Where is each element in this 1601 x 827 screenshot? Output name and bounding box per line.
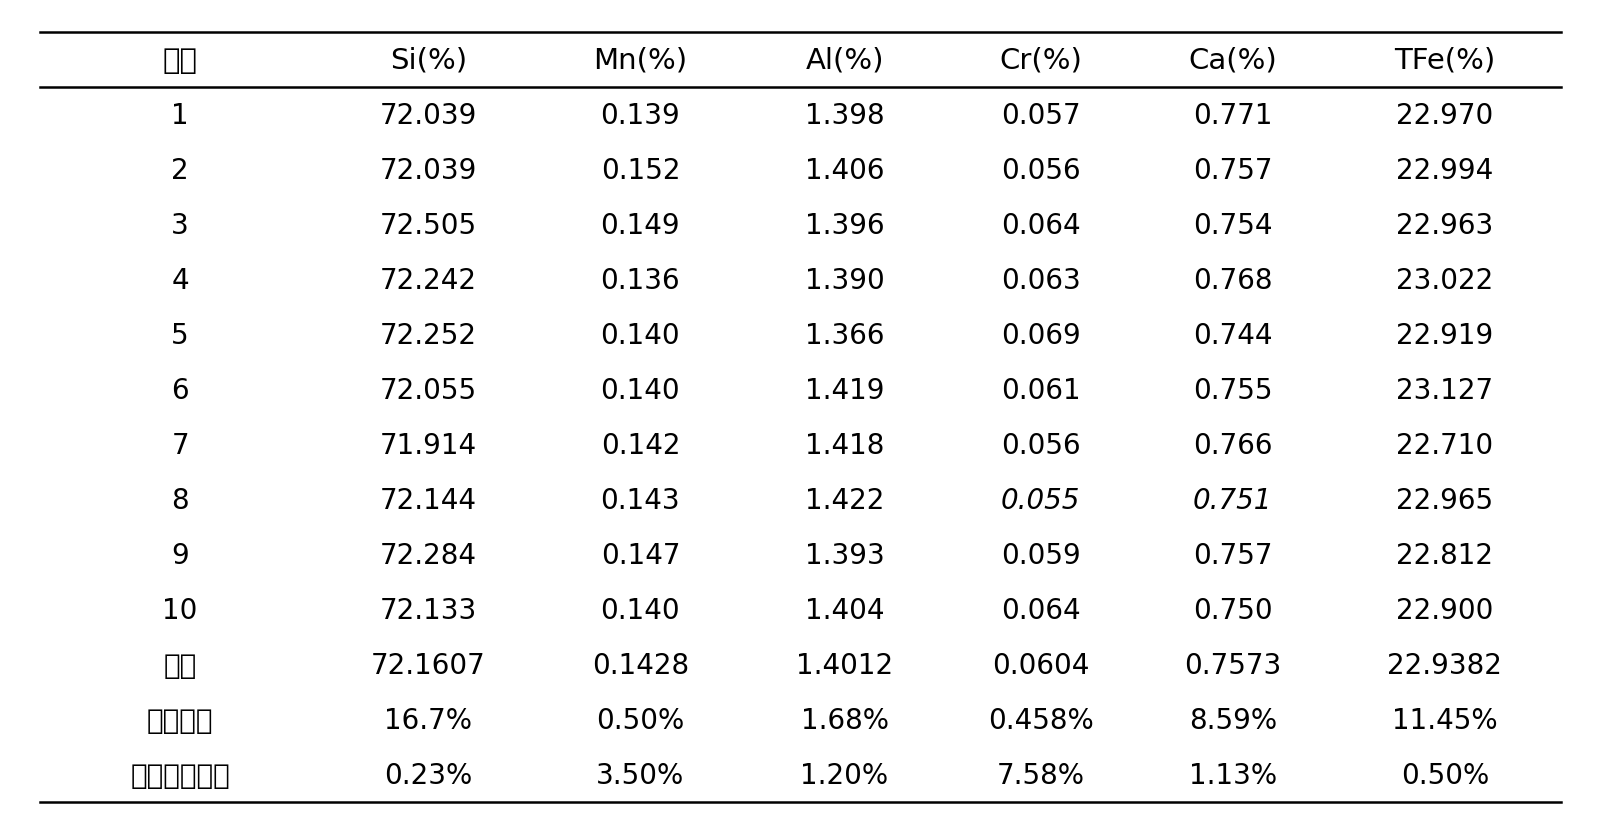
Text: 0.50%: 0.50% [1401, 761, 1489, 789]
Text: 11.45%: 11.45% [1393, 705, 1497, 734]
Text: 1.393: 1.393 [805, 541, 884, 569]
Text: 22.994: 22.994 [1396, 156, 1494, 184]
Text: 1.20%: 1.20% [800, 761, 889, 789]
Text: 0.50%: 0.50% [596, 705, 685, 734]
Text: 均值: 均值 [163, 651, 197, 679]
Text: 0.1428: 0.1428 [592, 651, 688, 679]
Text: 3: 3 [171, 212, 189, 239]
Text: 0.069: 0.069 [1001, 321, 1081, 349]
Text: TFe(%): TFe(%) [1394, 46, 1495, 74]
Text: 0.139: 0.139 [600, 102, 680, 130]
Text: 72.055: 72.055 [379, 376, 477, 404]
Text: 相对标准偏差: 相对标准偏差 [130, 761, 231, 789]
Text: 1.13%: 1.13% [1188, 761, 1278, 789]
Text: 0.061: 0.061 [1001, 376, 1081, 404]
Text: 0.140: 0.140 [600, 376, 680, 404]
Text: 1.419: 1.419 [805, 376, 884, 404]
Text: 2: 2 [171, 156, 189, 184]
Text: 0.754: 0.754 [1193, 212, 1273, 239]
Text: 1: 1 [171, 102, 189, 130]
Text: 0.750: 0.750 [1193, 596, 1273, 624]
Text: 72.242: 72.242 [379, 266, 477, 294]
Text: 0.147: 0.147 [600, 541, 680, 569]
Text: 72.505: 72.505 [379, 212, 477, 239]
Text: 72.144: 72.144 [379, 486, 477, 514]
Text: 22.970: 22.970 [1396, 102, 1494, 130]
Text: 0.056: 0.056 [1001, 156, 1081, 184]
Text: 72.039: 72.039 [379, 156, 477, 184]
Text: 23.127: 23.127 [1396, 376, 1494, 404]
Text: 0.057: 0.057 [1001, 102, 1081, 130]
Text: 1.68%: 1.68% [800, 705, 889, 734]
Text: 0.056: 0.056 [1001, 431, 1081, 459]
Text: 0.140: 0.140 [600, 596, 680, 624]
Text: 23.022: 23.022 [1396, 266, 1494, 294]
Text: 标准偏差: 标准偏差 [147, 705, 213, 734]
Text: 72.252: 72.252 [379, 321, 477, 349]
Text: 0.136: 0.136 [600, 266, 680, 294]
Text: 3.50%: 3.50% [596, 761, 685, 789]
Text: 22.710: 22.710 [1396, 431, 1494, 459]
Text: 0.142: 0.142 [600, 431, 680, 459]
Text: 0.751: 0.751 [1193, 486, 1273, 514]
Text: 0.766: 0.766 [1193, 431, 1273, 459]
Text: 22.919: 22.919 [1396, 321, 1494, 349]
Text: 0.768: 0.768 [1193, 266, 1273, 294]
Text: 6: 6 [171, 376, 189, 404]
Text: 1.366: 1.366 [805, 321, 884, 349]
Text: 0.143: 0.143 [600, 486, 680, 514]
Text: Cr(%): Cr(%) [999, 46, 1082, 74]
Text: 7.58%: 7.58% [997, 761, 1084, 789]
Text: 72.133: 72.133 [379, 596, 477, 624]
Text: 0.757: 0.757 [1193, 541, 1273, 569]
Text: 8: 8 [171, 486, 189, 514]
Text: 0.152: 0.152 [600, 156, 680, 184]
Text: 0.744: 0.744 [1193, 321, 1273, 349]
Text: 0.755: 0.755 [1193, 376, 1273, 404]
Text: 0.140: 0.140 [600, 321, 680, 349]
Text: 1.398: 1.398 [805, 102, 884, 130]
Text: 0.149: 0.149 [600, 212, 680, 239]
Text: Al(%): Al(%) [805, 46, 884, 74]
Text: 0.064: 0.064 [1001, 596, 1081, 624]
Text: 22.963: 22.963 [1396, 212, 1494, 239]
Text: 22.812: 22.812 [1396, 541, 1494, 569]
Text: 22.965: 22.965 [1396, 486, 1494, 514]
Text: Mn(%): Mn(%) [594, 46, 687, 74]
Text: 0.23%: 0.23% [384, 761, 472, 789]
Text: 5: 5 [171, 321, 189, 349]
Text: 1.418: 1.418 [805, 431, 884, 459]
Text: 71.914: 71.914 [379, 431, 477, 459]
Text: 22.9382: 22.9382 [1388, 651, 1502, 679]
Text: 0.757: 0.757 [1193, 156, 1273, 184]
Text: 7: 7 [171, 431, 189, 459]
Text: 16.7%: 16.7% [384, 705, 472, 734]
Text: 0.063: 0.063 [1001, 266, 1081, 294]
Text: 0.458%: 0.458% [988, 705, 1093, 734]
Text: 0.055: 0.055 [1001, 486, 1081, 514]
Text: 0.771: 0.771 [1193, 102, 1273, 130]
Text: 次数: 次数 [163, 46, 197, 74]
Text: 0.059: 0.059 [1001, 541, 1081, 569]
Text: 9: 9 [171, 541, 189, 569]
Text: 22.900: 22.900 [1396, 596, 1494, 624]
Text: Si(%): Si(%) [389, 46, 467, 74]
Text: 1.390: 1.390 [805, 266, 884, 294]
Text: 8.59%: 8.59% [1188, 705, 1278, 734]
Text: 0.064: 0.064 [1001, 212, 1081, 239]
Text: 1.396: 1.396 [805, 212, 884, 239]
Text: 0.0604: 0.0604 [993, 651, 1089, 679]
Text: 0.7573: 0.7573 [1185, 651, 1281, 679]
Text: 72.1607: 72.1607 [371, 651, 485, 679]
Text: 1.404: 1.404 [805, 596, 884, 624]
Text: 4: 4 [171, 266, 189, 294]
Text: Ca(%): Ca(%) [1188, 46, 1278, 74]
Text: 10: 10 [162, 596, 199, 624]
Text: 72.284: 72.284 [379, 541, 477, 569]
Text: 72.039: 72.039 [379, 102, 477, 130]
Text: 1.422: 1.422 [805, 486, 884, 514]
Text: 1.4012: 1.4012 [796, 651, 893, 679]
Text: 1.406: 1.406 [805, 156, 884, 184]
